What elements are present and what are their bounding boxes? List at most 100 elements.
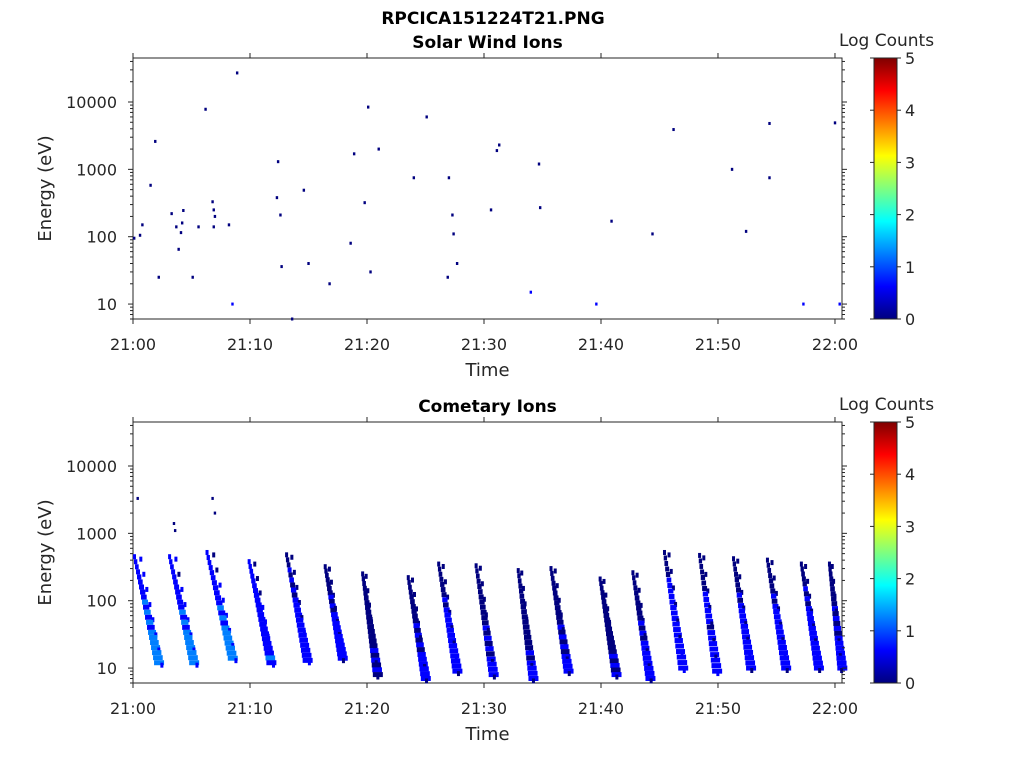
burst-cell <box>734 571 739 577</box>
burst-cell <box>328 594 334 600</box>
burst-cell <box>836 660 847 666</box>
burst-cell <box>520 570 524 576</box>
data-cell <box>451 213 454 217</box>
burst-cell <box>671 585 675 591</box>
burst-cell <box>214 590 220 596</box>
data-cell <box>610 219 613 223</box>
burst-cell <box>635 572 639 578</box>
burst-cell <box>673 632 682 638</box>
colorbar-tick-label: 3 <box>905 153 915 172</box>
burst-cell <box>366 588 370 594</box>
burst-cell <box>777 639 786 645</box>
burst-cell <box>364 600 370 606</box>
burst-cell <box>836 655 846 661</box>
burst-cell <box>450 625 454 631</box>
burst-cell <box>633 585 638 591</box>
burst-cell <box>260 626 268 632</box>
burst-cell <box>521 609 527 615</box>
colorbar-strip <box>873 421 898 684</box>
x-tick-label: 22:00 <box>812 699 858 718</box>
burst-cell <box>327 585 332 591</box>
data-cell <box>768 121 771 125</box>
burst-cell <box>249 568 254 574</box>
burst-cell <box>770 588 776 594</box>
burst-cell <box>637 615 644 621</box>
burst-cell <box>830 591 836 597</box>
burst-cell <box>301 652 312 658</box>
burst-cell <box>766 562 771 568</box>
data-cell <box>154 139 157 143</box>
burst-cell <box>602 608 609 614</box>
colorbar-tick-label: 0 <box>905 310 915 329</box>
data-cell <box>446 275 449 279</box>
burst-cell <box>601 594 606 600</box>
burst-cell <box>674 601 678 607</box>
burst-cell <box>366 614 373 620</box>
burst-cell <box>555 610 562 616</box>
data-cell <box>595 302 598 306</box>
burst-cell <box>638 625 646 631</box>
data-cell <box>179 231 183 235</box>
burst-cell <box>776 629 784 635</box>
burst-cell <box>837 638 841 644</box>
burst-cell <box>477 589 483 595</box>
burst-cell <box>708 604 712 610</box>
burst-cell <box>812 655 822 661</box>
burst-cell <box>205 549 209 555</box>
burst-cell <box>295 584 299 590</box>
burst-cell <box>143 604 150 610</box>
burst-cell <box>517 578 522 584</box>
burst-cell <box>530 663 534 669</box>
burst-cell <box>805 601 811 607</box>
burst-cell <box>218 610 226 616</box>
burst-cell <box>446 627 454 633</box>
burst-cell <box>252 583 257 589</box>
burst-cell <box>639 602 643 608</box>
burst-cell <box>743 644 753 650</box>
burst-cell <box>139 556 143 562</box>
data-cell <box>279 213 282 217</box>
burst-cell <box>644 670 655 676</box>
burst-cell <box>266 660 277 666</box>
burst-cell <box>257 612 265 618</box>
burst-cell <box>292 597 299 603</box>
burst-cell <box>640 640 649 646</box>
x-axis-label: Time <box>464 724 509 745</box>
burst-cell <box>716 671 720 677</box>
data-cell <box>489 208 493 212</box>
burst-cell <box>173 579 178 585</box>
burst-cell <box>413 623 420 629</box>
burst-cell <box>300 647 311 653</box>
burst-cell <box>599 581 603 587</box>
burst-cell <box>744 621 748 627</box>
burst-cell <box>370 652 380 658</box>
burst-cell <box>341 658 345 664</box>
burst-cell <box>552 585 557 591</box>
burst-cell <box>290 554 294 560</box>
burst-cell <box>224 640 234 646</box>
burst-cell <box>750 667 754 673</box>
burst-cell <box>182 624 190 630</box>
burst-cell <box>776 634 785 640</box>
burst-cell <box>414 632 422 638</box>
burst-cell <box>607 640 615 646</box>
burst-cell <box>441 563 445 569</box>
burst-cell <box>555 583 559 589</box>
burst-cell <box>450 658 461 664</box>
burst-cell <box>484 640 493 646</box>
burst-cell <box>488 666 498 672</box>
burst-cell <box>365 609 372 615</box>
burst-cell <box>780 660 791 666</box>
burst-cell <box>171 569 176 575</box>
data-cell <box>235 71 239 75</box>
burst-cell <box>527 670 538 676</box>
data-cell <box>227 223 231 227</box>
burst-cell <box>368 633 376 639</box>
burst-cell <box>324 568 328 574</box>
burst-cell <box>830 563 834 569</box>
burst-cell <box>733 566 738 572</box>
burst-cell <box>443 607 450 613</box>
burst-cell <box>665 571 671 577</box>
burst-cell <box>363 590 368 596</box>
burst-cell <box>212 552 216 558</box>
